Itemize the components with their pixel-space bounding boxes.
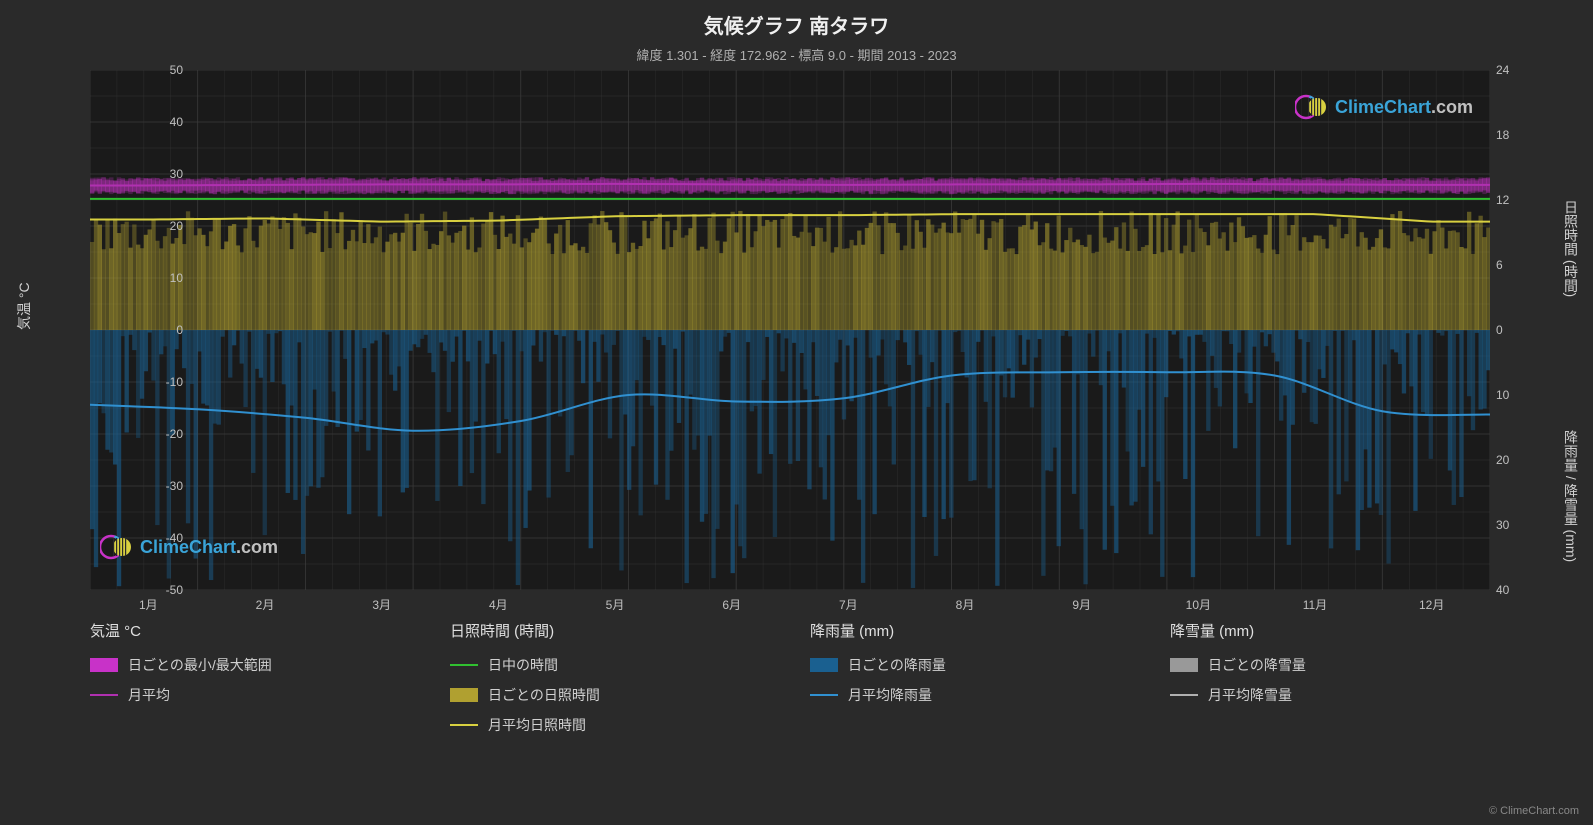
legend-item: 日ごとの降雪量 [1170, 655, 1490, 675]
logo-icon [1295, 90, 1329, 124]
brand-name: ClimeChart [1335, 97, 1431, 117]
y-tick-right-top: 18 [1496, 128, 1536, 142]
legend-swatch-icon [1170, 658, 1198, 672]
x-tick: 6月 [702, 596, 762, 613]
legend-item: 日ごとの最小/最大範囲 [90, 655, 410, 675]
y-tick-right-bottom: 30 [1496, 518, 1536, 532]
y-tick-left: -40 [103, 531, 183, 545]
legend: 気温 °C 日ごとの最小/最大範囲月平均 日照時間 (時間) 日中の時間日ごとの日照時… [90, 620, 1490, 745]
y-tick-right-top: 24 [1496, 63, 1536, 77]
legend-item: 日ごとの降雨量 [810, 655, 1130, 675]
y-tick-left: 20 [103, 219, 183, 233]
y-axis-right-bottom-label: 降雨量 / 降雪量 (mm) [1561, 430, 1581, 562]
brand-suffix: .com [1431, 97, 1473, 117]
legend-item-label: 日ごとの降雨量 [848, 655, 946, 675]
x-tick: 5月 [585, 596, 645, 613]
y-tick-left: 50 [103, 63, 183, 77]
legend-item-label: 日中の時間 [488, 655, 558, 675]
y-axis-left-label: 気温 °C [14, 282, 34, 330]
legend-line-icon [1170, 694, 1198, 696]
legend-group-title: 降雪量 (mm) [1170, 620, 1490, 641]
legend-group: 気温 °C 日ごとの最小/最大範囲月平均 [90, 620, 410, 745]
legend-group-title: 降雨量 (mm) [810, 620, 1130, 641]
chart-title: 気候グラフ 南タラワ [0, 0, 1593, 39]
y-tick-left: -20 [103, 427, 183, 441]
y-tick-right-top: 12 [1496, 193, 1536, 207]
x-tick: 3月 [352, 596, 412, 613]
plot-svg [90, 70, 1490, 590]
y-tick-left: 0 [103, 323, 183, 337]
y-tick-right-bottom: 10 [1496, 388, 1536, 402]
legend-swatch-icon [90, 658, 118, 672]
y-tick-right-bottom: 40 [1496, 583, 1536, 597]
y-tick-left: -10 [103, 375, 183, 389]
legend-item-label: 日ごとの最小/最大範囲 [128, 655, 272, 675]
y-tick-right-top: 0 [1496, 323, 1536, 337]
legend-line-icon [90, 694, 118, 696]
legend-item: 日ごとの日照時間 [450, 685, 770, 705]
legend-line-icon [450, 724, 478, 726]
y-tick-left: 10 [103, 271, 183, 285]
climate-chart: 気候グラフ 南タラワ 緯度 1.301 - 経度 172.962 - 標高 9.… [0, 0, 1593, 825]
x-tick: 4月 [468, 596, 528, 613]
legend-item-label: 月平均日照時間 [488, 715, 586, 735]
legend-item-label: 月平均降雪量 [1208, 685, 1292, 705]
y-tick-right-bottom: 20 [1496, 453, 1536, 467]
x-tick: 10月 [1168, 596, 1228, 613]
legend-group: 降雪量 (mm) 日ごとの降雪量月平均降雪量 [1170, 620, 1490, 745]
legend-item: 月平均降雪量 [1170, 685, 1490, 705]
legend-line-icon [450, 664, 478, 666]
legend-item-label: 日ごとの降雪量 [1208, 655, 1306, 675]
x-tick: 9月 [1052, 596, 1112, 613]
legend-group: 降雨量 (mm) 日ごとの降雨量月平均降雨量 [810, 620, 1130, 745]
x-tick: 7月 [818, 596, 878, 613]
legend-item-label: 日ごとの日照時間 [488, 685, 600, 705]
plot-area [90, 70, 1490, 590]
x-tick: 12月 [1402, 596, 1462, 613]
legend-item: 月平均降雨量 [810, 685, 1130, 705]
y-tick-left: -50 [103, 583, 183, 597]
y-tick-left: 40 [103, 115, 183, 129]
legend-item-label: 月平均降雨量 [848, 685, 932, 705]
legend-item-label: 月平均 [128, 685, 170, 705]
x-tick: 11月 [1285, 596, 1345, 613]
y-tick-left: 30 [103, 167, 183, 181]
legend-line-icon [810, 694, 838, 696]
legend-swatch-icon [450, 688, 478, 702]
legend-swatch-icon [810, 658, 838, 672]
legend-group: 日照時間 (時間) 日中の時間日ごとの日照時間月平均日照時間 [450, 620, 770, 745]
x-tick: 2月 [235, 596, 295, 613]
watermark-top-right: ClimeChart.com [1295, 90, 1473, 124]
x-tick: 8月 [935, 596, 995, 613]
legend-item: 月平均日照時間 [450, 715, 770, 735]
legend-group-title: 日照時間 (時間) [450, 620, 770, 641]
legend-item: 日中の時間 [450, 655, 770, 675]
brand-suffix: .com [236, 537, 278, 557]
y-tick-left: -30 [103, 479, 183, 493]
legend-group-title: 気温 °C [90, 620, 410, 641]
chart-subtitle: 緯度 1.301 - 経度 172.962 - 標高 9.0 - 期間 2013… [0, 39, 1593, 64]
x-tick: 1月 [118, 596, 178, 613]
y-axis-right-top-label: 日照時間 (時間) [1561, 200, 1581, 297]
legend-item: 月平均 [90, 685, 410, 705]
y-tick-right-top: 6 [1496, 258, 1536, 272]
attribution: © ClimeChart.com [1489, 805, 1579, 817]
